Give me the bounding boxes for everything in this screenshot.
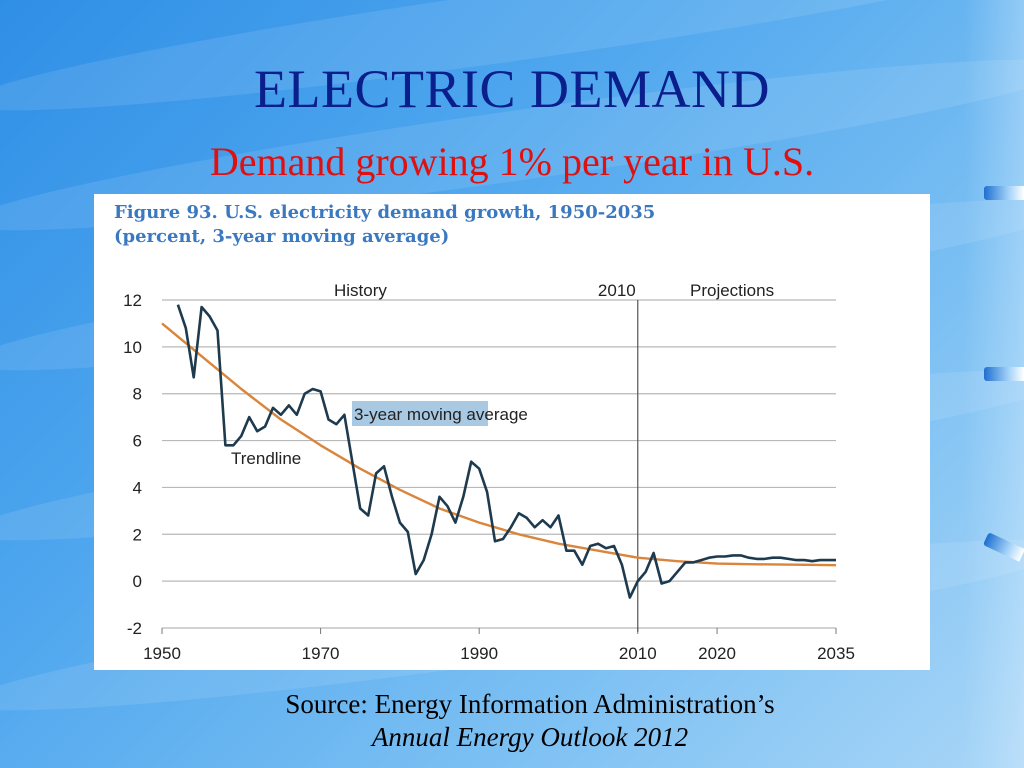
- x-tick-label: 2035: [817, 644, 855, 663]
- projections-label: Projections: [690, 281, 774, 300]
- y-tick-label: -2: [127, 619, 142, 638]
- history-label: History: [334, 281, 387, 300]
- chart-panel: Figure 93. U.S. electricity demand growt…: [94, 194, 930, 670]
- moving-average-label: 3-year moving average: [354, 405, 528, 424]
- x-tick-label: 1990: [460, 644, 498, 663]
- slide-title: ELECTRIC DEMAND: [254, 59, 770, 119]
- demand-growth-chart: -2 0 2 4 6 8 10 12 1950 1970 1990 2010 2020 2035 Hist…: [123, 281, 855, 663]
- source-publication: Annual Energy Outlook 2012: [371, 722, 689, 752]
- figure-title-line1: Figure 93. U.S. electricity demand growt…: [114, 202, 656, 223]
- figure-title-line2: (percent, 3-year moving average): [114, 226, 450, 247]
- x-tick-label: 2010: [619, 644, 657, 663]
- slide-subtitle: Demand growing 1% per year in U.S.: [209, 139, 815, 184]
- x-tick-label: 1970: [302, 644, 340, 663]
- right-edge-band: [964, 0, 1024, 768]
- y-tick-label: 6: [133, 432, 142, 451]
- y-tick-label: 0: [133, 572, 142, 591]
- edge-ribbon: [984, 186, 1024, 200]
- x-tick-label: 2020: [698, 644, 736, 663]
- moving-average-line: [176, 304, 836, 599]
- series-lines: [161, 304, 837, 599]
- divider-year-label: 2010: [598, 281, 636, 300]
- y-tick-label: 10: [123, 338, 142, 357]
- moving-average-label-highlight: [352, 401, 488, 426]
- y-tick-label: 8: [133, 385, 142, 404]
- y-tick-label: 4: [133, 478, 142, 497]
- grid-lines: [162, 299, 836, 629]
- trendline-line: [161, 322, 837, 567]
- x-tick-label: 1950: [143, 644, 181, 663]
- trendline-label: Trendline: [231, 449, 301, 468]
- axis-labels: -2 0 2 4 6 8 10 12 1950 1970 1990 2010 2020 2035: [123, 291, 855, 663]
- source-citation: Source: Energy Information Administratio…: [0, 688, 1024, 754]
- source-line: Source: Energy Information Administratio…: [285, 689, 775, 719]
- y-tick-label: 12: [123, 291, 142, 310]
- edge-ribbon: [984, 367, 1024, 381]
- figure-title: Figure 93. U.S. electricity demand growt…: [114, 201, 914, 249]
- y-tick-label: 2: [133, 525, 142, 544]
